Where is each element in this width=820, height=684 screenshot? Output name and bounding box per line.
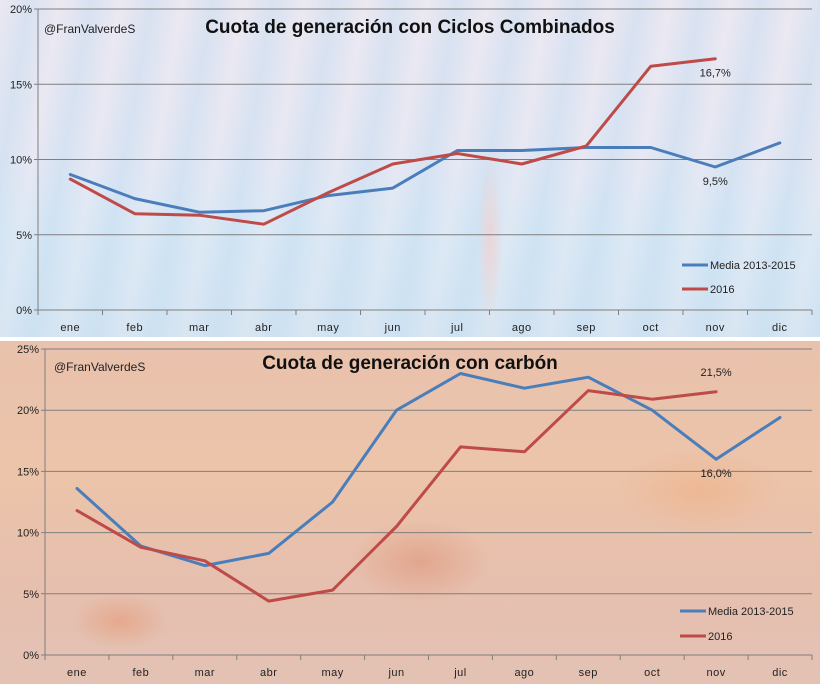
ciclos-ytick-label: 5% <box>16 230 32 242</box>
carbon-xtick-label-jul: jul <box>453 667 467 679</box>
ciclos-xtick-label-dic: dic <box>772 322 788 334</box>
carbon-xtick-label-abr: abr <box>260 667 277 679</box>
ciclos-xtick-label-ene: ene <box>60 322 80 334</box>
ciclos-xtick-label-feb: feb <box>126 322 143 334</box>
ciclos-xtick-label-jul: jul <box>450 322 464 334</box>
carbon-ytick-label: 25% <box>17 344 39 356</box>
chart-ciclos-combinados: 0% 5% 10% 15% 20% ene feb mar abr may jun jul ago sep… <box>10 4 813 334</box>
carbon-series-media-2013-2015 <box>75 372 782 568</box>
carbon-xtick-label-mar: mar <box>195 667 215 679</box>
carbon-watermark: @FranValverdeS <box>54 360 145 374</box>
carbon-data-label: 16,0% <box>701 468 732 480</box>
ciclos-xtick-label-may: may <box>317 322 339 334</box>
ciclos-legend-label-2016: 2016 <box>710 284 734 296</box>
ciclos-data-label: 16,7% <box>700 68 731 80</box>
ciclos-series-media-2013-2015 <box>68 141 782 214</box>
carbon-legend-label-2016: 2016 <box>708 631 732 643</box>
ciclos-data-label: 9,5% <box>703 176 728 188</box>
chart-carbon: 0% 5% 10% 15% 20% 25% ene feb mar abr may jun jul ago… <box>17 344 813 679</box>
ciclos-xtick-label-abr: abr <box>255 322 272 334</box>
ciclos-ytick-label: 20% <box>10 4 32 16</box>
ciclos-watermark: @FranValverdeS <box>44 22 135 36</box>
ciclos-ytick-label: 0% <box>16 305 32 317</box>
carbon-xtick-label-ene: ene <box>67 667 87 679</box>
ciclos-xtick-label-sep: sep <box>577 322 596 334</box>
chart-panel-carbon: 0% 5% 10% 15% 20% 25% ene feb mar abr may jun jul ago… <box>0 341 820 684</box>
carbon-xtick-label-may: may <box>321 667 343 679</box>
carbon-data-label: 21,5% <box>701 367 732 379</box>
carbon-ytick-label: 5% <box>23 589 39 601</box>
carbon-ytick-label: 15% <box>17 466 39 478</box>
carbon-legend-label-media: Media 2013-2015 <box>708 606 794 618</box>
carbon-xtick-label-ago: ago <box>514 667 534 679</box>
ciclos-xtick-label-jun: jun <box>384 322 401 334</box>
ciclos-ytick-label: 10% <box>10 155 32 167</box>
carbon-series-2016 <box>75 389 718 603</box>
ciclos-series-2016 <box>68 57 717 226</box>
carbon-xtick-label-sep: sep <box>579 667 598 679</box>
carbon-ytick-label: 0% <box>23 650 39 662</box>
carbon-xtick-label-nov: nov <box>707 667 726 679</box>
chart-panel-ciclos-combinados: 0% 5% 10% 15% 20% ene feb mar abr may jun jul ago sep… <box>0 0 820 337</box>
carbon-xtick-label-oct: oct <box>644 667 660 679</box>
ciclos-xtick-label-mar: mar <box>189 322 209 334</box>
ciclos-xtick-label-oct: oct <box>643 322 659 334</box>
ciclos-xtick-label-ago: ago <box>512 322 532 334</box>
ciclos-xtick-label-nov: nov <box>706 322 725 334</box>
carbon-xtick-label-dic: dic <box>772 667 788 679</box>
carbon-xtick-label-feb: feb <box>132 667 149 679</box>
ciclos-chart-title: Cuota de generación con Ciclos Combinado… <box>205 17 615 38</box>
carbon-ytick-label: 20% <box>17 405 39 417</box>
carbon-chart-title: Cuota de generación con carbón <box>262 353 558 374</box>
ciclos-ytick-label: 15% <box>10 79 32 91</box>
carbon-ytick-label: 10% <box>17 528 39 540</box>
carbon-xtick-label-jun: jun <box>387 667 404 679</box>
ciclos-legend-label-media: Media 2013-2015 <box>710 260 796 272</box>
